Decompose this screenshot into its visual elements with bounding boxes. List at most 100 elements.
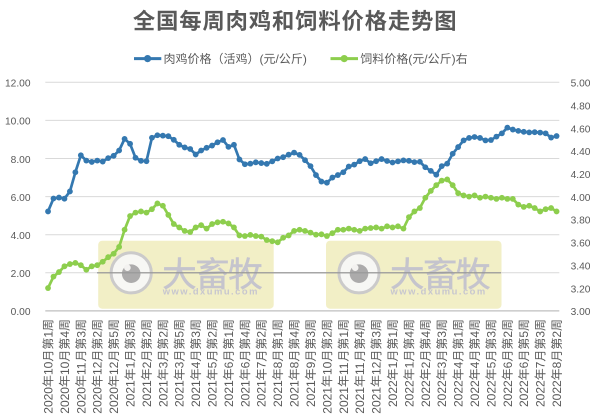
svg-text:3: 3 (173, 361, 187, 368)
svg-text:6: 6 (517, 361, 531, 368)
svg-text:2022: 2022 (534, 380, 548, 407)
svg-text:7: 7 (255, 361, 269, 368)
svg-text:3.80: 3.80 (571, 216, 591, 227)
svg-text:2022: 2022 (468, 380, 482, 407)
svg-text:2021: 2021 (222, 380, 236, 407)
svg-text:2022: 2022 (517, 380, 531, 407)
svg-text:12: 12 (91, 361, 105, 375)
svg-text:2021: 2021 (124, 380, 138, 407)
svg-text:3: 3 (74, 331, 88, 338)
svg-text:4.80: 4.80 (571, 101, 591, 112)
svg-text:2021: 2021 (271, 380, 285, 407)
svg-text:4: 4 (238, 331, 252, 338)
svg-text:4: 4 (452, 361, 466, 368)
svg-text:11: 11 (337, 362, 351, 375)
svg-text:2: 2 (419, 361, 433, 368)
svg-text:4.20: 4.20 (571, 170, 591, 181)
svg-text:2021: 2021 (304, 380, 318, 407)
svg-text:2020: 2020 (107, 387, 121, 414)
svg-text:1: 1 (222, 331, 236, 338)
svg-text:1: 1 (402, 361, 416, 368)
svg-text:4.40: 4.40 (571, 147, 591, 158)
svg-text:1: 1 (271, 331, 285, 338)
svg-text:4.60: 4.60 (571, 124, 591, 135)
svg-text:): ) (452, 52, 456, 66)
svg-text:3.60: 3.60 (571, 239, 591, 250)
svg-text:4: 4 (58, 331, 72, 338)
svg-text:2022: 2022 (386, 380, 400, 407)
svg-text:12: 12 (370, 361, 384, 375)
svg-text:4.00: 4.00 (571, 193, 591, 204)
svg-text:2021: 2021 (320, 387, 334, 414)
svg-text:4: 4 (402, 331, 416, 338)
svg-text:12: 12 (107, 361, 121, 375)
svg-text:2022: 2022 (419, 380, 433, 407)
svg-text:2021: 2021 (255, 380, 269, 407)
svg-text:2: 2 (320, 331, 334, 338)
svg-text:2.00: 2.00 (11, 269, 31, 280)
svg-text:2021: 2021 (238, 380, 252, 407)
svg-text:2021: 2021 (140, 380, 154, 407)
svg-text:5: 5 (107, 331, 121, 338)
svg-text:2022: 2022 (452, 380, 466, 407)
svg-text:2020: 2020 (91, 387, 105, 414)
svg-text:12.00: 12.00 (5, 79, 31, 90)
svg-text:1: 1 (386, 361, 400, 368)
svg-text:2022: 2022 (435, 380, 449, 407)
svg-text:2021: 2021 (370, 387, 384, 414)
svg-text:/: / (276, 52, 280, 66)
svg-text:www.dxumu.com: www.dxumu.com (390, 286, 487, 297)
svg-text:7: 7 (534, 361, 548, 368)
svg-text:5: 5 (173, 331, 187, 338)
svg-text:1: 1 (124, 361, 138, 368)
svg-text:8: 8 (271, 361, 285, 368)
svg-text:2020: 2020 (58, 387, 72, 414)
svg-text:5.00: 5.00 (571, 79, 591, 90)
svg-text:2: 2 (255, 331, 269, 338)
svg-text:11: 11 (353, 362, 367, 375)
svg-text:4: 4 (468, 331, 482, 338)
svg-text:3: 3 (304, 331, 318, 338)
svg-text:4: 4 (288, 331, 302, 338)
svg-text:2022: 2022 (402, 380, 416, 407)
svg-text:6.00: 6.00 (11, 193, 31, 204)
svg-text:2: 2 (501, 331, 515, 338)
svg-text:(: ( (260, 52, 264, 66)
svg-text:10.00: 10.00 (5, 117, 31, 128)
svg-text:): ) (303, 52, 307, 66)
svg-text:4: 4 (468, 361, 482, 368)
svg-text:4: 4 (419, 331, 433, 338)
svg-text:6: 6 (222, 361, 236, 368)
svg-text:/: / (424, 52, 428, 66)
svg-text:2022: 2022 (484, 380, 498, 407)
svg-text:5: 5 (484, 361, 498, 368)
svg-text:10: 10 (320, 361, 334, 375)
svg-text:2022: 2022 (501, 380, 515, 407)
svg-text:2: 2 (156, 331, 170, 338)
svg-text:2: 2 (206, 331, 220, 338)
svg-text:6: 6 (238, 361, 252, 368)
svg-text:2021: 2021 (337, 387, 351, 414)
svg-text:1: 1 (337, 331, 351, 338)
svg-text:3.00: 3.00 (571, 307, 591, 318)
svg-text:1: 1 (41, 331, 55, 338)
svg-text:1: 1 (386, 331, 400, 338)
svg-text:2021: 2021 (173, 380, 187, 407)
svg-text:4: 4 (189, 361, 203, 368)
svg-text:4: 4 (353, 331, 367, 338)
svg-text:3.40: 3.40 (571, 261, 591, 272)
svg-text:2: 2 (91, 331, 105, 338)
svg-text:3: 3 (189, 331, 203, 338)
svg-text:5: 5 (206, 361, 220, 368)
svg-text:8: 8 (550, 361, 564, 368)
svg-text:1: 1 (452, 331, 466, 338)
svg-text:2021: 2021 (156, 380, 170, 407)
svg-text:3: 3 (484, 331, 498, 338)
svg-text:4.00: 4.00 (11, 231, 31, 242)
svg-text:10: 10 (58, 361, 72, 375)
svg-text:3: 3 (156, 361, 170, 368)
svg-text:2: 2 (550, 331, 564, 338)
svg-text:2020: 2020 (74, 387, 88, 414)
svg-text:10: 10 (41, 361, 55, 375)
svg-text:8.00: 8.00 (11, 155, 31, 166)
